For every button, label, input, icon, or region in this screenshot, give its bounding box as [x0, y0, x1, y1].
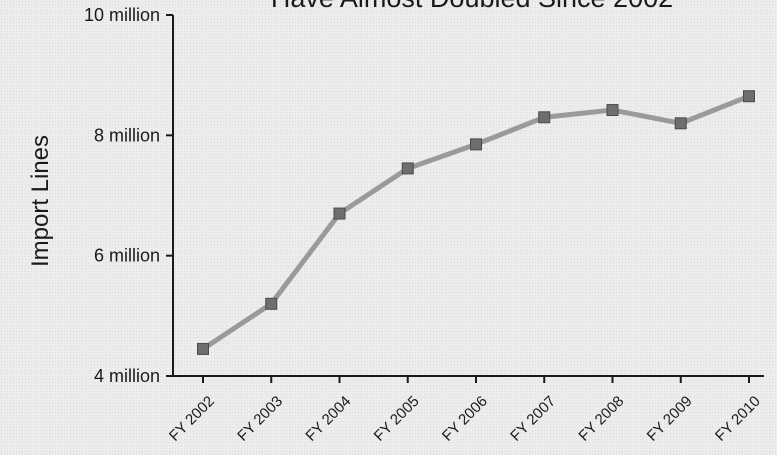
- x-tick-label: FY 2005: [371, 393, 423, 445]
- y-tick-label: 8 million: [94, 125, 160, 145]
- data-point-marker: [538, 111, 551, 124]
- y-axis-label: Import Lines: [27, 135, 54, 267]
- data-point-marker: [606, 104, 619, 117]
- data-point-marker: [470, 138, 482, 151]
- data-point-marker: [197, 342, 209, 355]
- tick-labels: 4 million 6 million 8 million 10 million FY …: [84, 5, 764, 445]
- y-tick-label: 4 million: [94, 366, 160, 386]
- data-point-marker: [743, 90, 755, 103]
- data-point-marker: [401, 162, 414, 175]
- chart-title: Have Almost Doubled Since 2002: [271, 0, 673, 13]
- x-tick-label: FY 2010: [712, 393, 764, 445]
- series-line: [200, 93, 752, 352]
- series-group: [197, 90, 755, 355]
- y-tick-label: 10 million: [84, 5, 160, 25]
- x-tick-label: FY 2009: [644, 393, 696, 445]
- axes: [166, 14, 764, 383]
- data-point-marker: [674, 117, 687, 130]
- data-point-marker: [265, 297, 278, 310]
- x-tick-label: FY 2006: [439, 393, 491, 445]
- data-point-marker: [333, 207, 346, 220]
- y-tick-label: 6 million: [94, 246, 160, 266]
- x-tick-label: FY 2008: [575, 393, 627, 445]
- x-tick-label: FY 2002: [166, 393, 218, 445]
- x-tick-label: FY 2007: [507, 393, 559, 445]
- x-tick-label: FY 2003: [234, 393, 286, 445]
- x-tick-label: FY 2004: [302, 393, 354, 445]
